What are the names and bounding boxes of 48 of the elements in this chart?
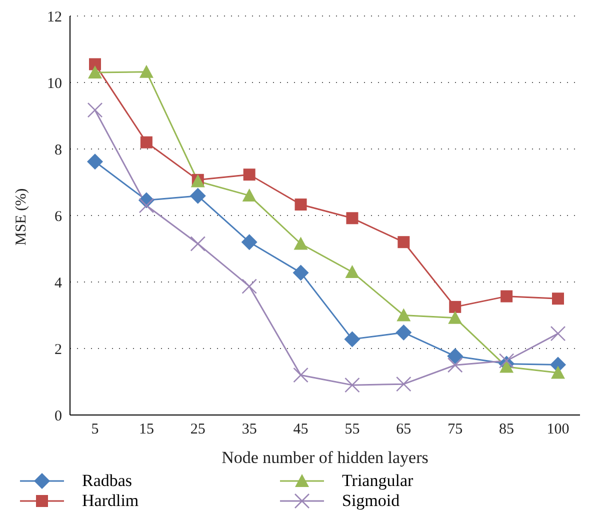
y-tick-label: 2 — [54, 342, 62, 358]
point — [552, 292, 564, 305]
legend-label: Hardlim — [82, 491, 139, 511]
x-tick-label: 5 — [91, 422, 99, 438]
x-tick-label: 75 — [448, 422, 463, 438]
y-tick-label: 12 — [47, 9, 62, 26]
x-tick-label: 55 — [344, 422, 360, 438]
point — [551, 366, 565, 379]
x-tick-label: 25 — [190, 422, 206, 438]
point — [140, 136, 152, 148]
y-tick-label: 6 — [54, 208, 62, 225]
y-tick-label: 0 — [54, 408, 62, 424]
x-tick-label: 35 — [242, 422, 257, 438]
point — [500, 360, 514, 373]
point — [398, 236, 410, 248]
point — [294, 236, 308, 250]
point — [190, 188, 206, 204]
point — [346, 212, 358, 224]
y-tick-label: 8 — [54, 142, 62, 158]
y-tick-label: 10 — [47, 76, 62, 92]
y-axis-title: MSE (%) — [13, 188, 30, 246]
point — [292, 264, 309, 281]
point — [448, 310, 462, 324]
point — [139, 64, 154, 78]
point — [500, 290, 513, 302]
point — [345, 265, 360, 278]
point — [396, 324, 412, 341]
point — [88, 66, 102, 79]
x-axis-title: Node number of hidden layers — [222, 448, 428, 467]
x-tick-label: 85 — [499, 422, 514, 438]
x-tick-label: 100 — [546, 422, 570, 438]
legend-label: Sigmoid — [342, 491, 400, 511]
x-tick-label: 65 — [396, 422, 412, 438]
point — [242, 188, 256, 202]
point — [447, 348, 464, 364]
legend-label: Triangular — [342, 471, 414, 491]
point — [87, 154, 103, 170]
x-tick-label: 45 — [293, 422, 308, 438]
point — [294, 198, 307, 211]
point — [241, 234, 258, 250]
legend-label: Radbas — [82, 471, 132, 491]
y-tick-label: 4 — [54, 275, 62, 292]
point — [449, 300, 462, 313]
x-tick-label: 15 — [138, 422, 154, 438]
point — [396, 308, 411, 322]
point — [243, 168, 256, 181]
point — [344, 331, 360, 348]
point — [89, 58, 101, 70]
